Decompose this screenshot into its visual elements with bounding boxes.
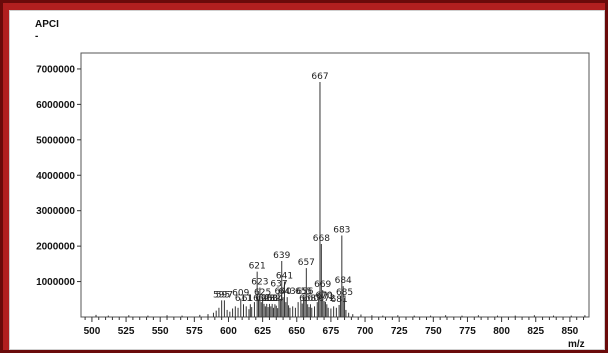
peak-label: 660 [302,294,319,304]
y-axis: 1000000 2000000 3000000 4000000 5000000 60000… [36,64,81,288]
x-tick-label: 850 [562,326,579,337]
plot-area [80,52,590,318]
x-tick-label: 800 [493,326,510,337]
y-tick-label: 5000000 [36,135,75,146]
x-axis-label: m/z [568,339,585,350]
peak-label: 667 [311,72,328,82]
chart-panel: APCI - 1000000 2000000 3000000 4000000 50000… [9,10,605,350]
peak-label: 684 [335,276,352,286]
peak-label: 621 [249,262,266,272]
mass-spectrum-chart: APCI - 1000000 2000000 3000000 4000000 50000… [35,19,590,350]
peak-label: 625 [254,288,271,298]
x-tick-label: 700 [357,326,374,337]
peak-label: 685 [336,288,353,298]
peak-label: 609 [232,289,249,299]
y-tick-label: 4000000 [36,171,75,182]
x-tick-label: 825 [527,326,544,337]
peak-label: 630 [261,294,278,304]
peak-label: 611 [235,294,252,304]
y-tick-label: 3000000 [36,206,75,217]
peak-label: 641 [276,272,293,282]
peak-label: 623 [251,278,268,288]
peak-label: 640 [275,287,292,297]
x-tick-label: 525 [118,326,135,337]
minor-peaks [95,295,586,317]
x-tick-label: 550 [152,326,169,337]
x-tick-label: 500 [84,326,101,337]
peak-label: 668 [313,234,330,244]
x-tick-label: 750 [425,326,442,337]
peak-label: 639 [273,251,290,261]
peak-label: 616 [242,294,259,304]
y-tick-label: 7000000 [36,64,75,75]
peak-label: 632 [264,294,281,304]
y-tick-label: 6000000 [36,100,75,111]
peak-label: 683 [333,225,350,235]
x-tick-label: 625 [254,326,271,337]
peak-label: 672 [318,294,335,304]
peak-label: 626 [255,294,272,304]
spectrum-peaks [221,82,346,317]
y-tick-label: 1000000 [36,277,75,288]
peak-label: 634 [266,294,283,304]
peak-label: 657 [298,258,315,268]
peak-label: 656 [296,287,313,297]
x-tick-label: 675 [323,326,340,337]
peak-label: 597 [216,290,233,300]
peak-label: 637 [270,279,287,289]
peak-label: 628 [258,294,275,304]
x-tick-label: 575 [186,326,203,337]
peak-label: 669 [314,280,331,290]
x-axis: 500 525 550 575 600 625 650 675 700 725 750 775 800 8… [84,317,585,337]
peak-label: 671 [317,292,334,302]
peak-label: 643 [279,287,296,297]
y-tick-label: 2000000 [36,242,75,253]
peak-label: 595 [213,290,230,300]
x-tick-label: 650 [288,326,305,337]
x-tick-label: 725 [391,326,408,337]
x-tick-label: 775 [459,326,476,337]
peak-label: 655 [295,287,312,297]
x-tick-label: 600 [220,326,237,337]
peak-label: 681 [331,295,348,305]
chart-subtitle: - [35,31,38,42]
peak-label: 658 [299,294,316,304]
chart-title: APCI [35,19,59,30]
peak-label: 670 [315,291,332,301]
